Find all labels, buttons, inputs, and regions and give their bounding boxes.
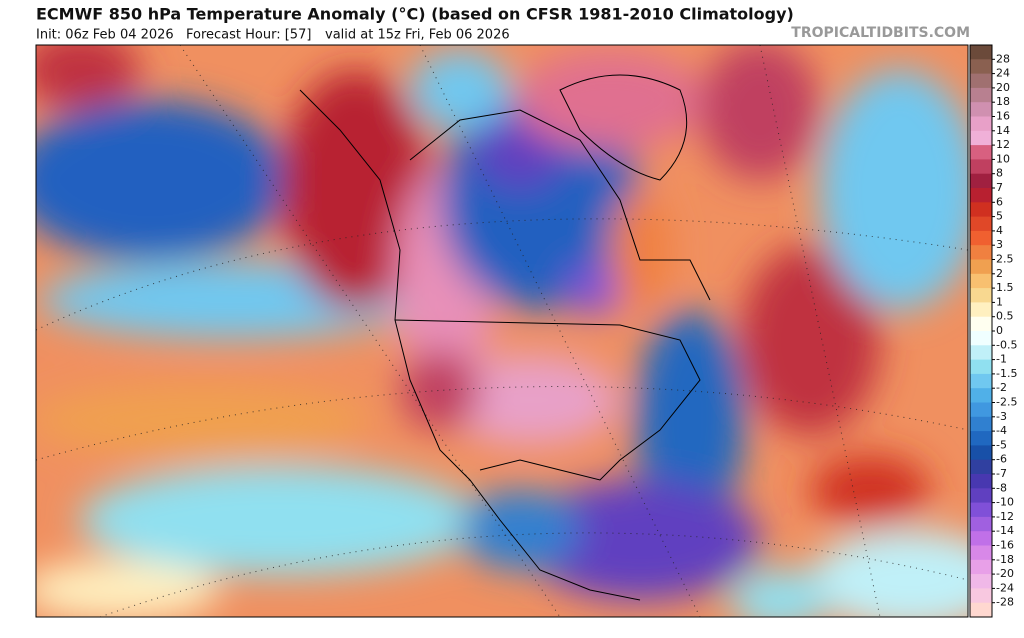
site-name: TROPICALTIDBITS.COM — [791, 25, 970, 41]
colorbar-swatch — [970, 145, 992, 160]
colorbar-swatch — [970, 373, 992, 389]
colorbar-label: -24 — [996, 581, 1014, 594]
colorbar-swatch — [970, 574, 992, 589]
colorbar-label: 14 — [996, 124, 1010, 137]
colorbar-swatch — [970, 116, 992, 132]
colorbar-swatch — [970, 331, 992, 346]
colorbar-swatch — [970, 502, 992, 518]
colorbar-label: 1 — [996, 295, 1003, 308]
colorbar-swatch — [970, 545, 992, 561]
colorbar-label: 2 — [996, 267, 1003, 280]
colorbar-label: -5 — [996, 438, 1007, 451]
colorbar-label: 5 — [996, 210, 1003, 223]
colorbar-label: 10 — [996, 152, 1010, 165]
colorbar-label: 12 — [996, 138, 1010, 151]
colorbar-swatch — [970, 159, 992, 175]
colorbar-label: 8 — [996, 167, 1003, 180]
colorbar-swatch — [970, 173, 992, 189]
colorbar-label: 28 — [996, 52, 1010, 65]
colorbar-label: -0.5 — [996, 338, 1017, 351]
colorbar-swatch — [970, 102, 992, 117]
colorbar-label: -3 — [996, 410, 1007, 423]
title: ECMWF 850 hPa Temperature Anomaly (°C) (… — [36, 5, 794, 24]
map-frame — [35, 44, 969, 618]
colorbar-label: 24 — [996, 67, 1010, 80]
colorbar-label: -14 — [996, 524, 1014, 537]
colorbar-swatch — [970, 302, 992, 318]
colorbar-label: -4 — [996, 424, 1007, 437]
colorbar-swatch — [970, 230, 992, 246]
colorbar-swatch — [970, 259, 992, 275]
colorbar-label: 3 — [996, 238, 1003, 251]
forecast-hour: Forecast Hour: [57] — [186, 28, 311, 43]
colorbar-label: -7 — [996, 467, 1007, 480]
colorbar-label: -28 — [996, 596, 1014, 609]
init: Init: 06z Feb 04 2026 — [36, 28, 174, 43]
colorbar-swatch — [970, 531, 992, 546]
colorbar-label: 0.5 — [996, 310, 1014, 323]
colorbar-label: -20 — [996, 567, 1014, 580]
colorbar-label: -10 — [996, 496, 1014, 509]
colorbar-swatch — [970, 431, 992, 446]
colorbar-label: 7 — [996, 181, 1003, 194]
colorbar-swatch — [970, 602, 992, 618]
colorbar-label: 20 — [996, 81, 1010, 94]
colorbar-swatch — [970, 202, 992, 218]
colorbar-label: -6 — [996, 453, 1007, 466]
colorbar-swatch — [970, 445, 992, 461]
colorbar-label: -8 — [996, 481, 1007, 494]
colorbar-label: 16 — [996, 110, 1010, 123]
colorbar-swatch — [970, 130, 992, 146]
map — [36, 45, 968, 617]
colorbar-swatch — [970, 388, 992, 403]
colorbar-label: -2 — [996, 381, 1007, 394]
colorbar-swatch — [970, 345, 992, 361]
colorbar-swatch — [970, 87, 992, 103]
colorbar-swatch — [970, 516, 992, 532]
colorbar-swatch — [970, 459, 992, 475]
valid-time: valid at 15z Fri, Feb 06 2026 — [325, 28, 510, 43]
colorbar-swatch — [970, 488, 992, 504]
colorbar-swatch — [970, 588, 992, 604]
colorbar-swatch — [970, 559, 992, 575]
colorbar-swatch — [970, 273, 992, 289]
colorbar-swatch — [970, 245, 992, 260]
colorbar-label: 6 — [996, 195, 1003, 208]
colorbar-swatch — [970, 45, 992, 60]
colorbar-label: 2.5 — [996, 253, 1014, 266]
colorbar-swatch — [970, 59, 992, 75]
colorbar-label: -1.5 — [996, 367, 1017, 380]
colorbar-swatch — [970, 359, 992, 375]
colorbar-label: -2.5 — [996, 396, 1017, 409]
colorbar-swatch — [970, 188, 992, 203]
colorbar-swatch — [970, 474, 992, 489]
colorbar-swatch — [970, 288, 992, 303]
colorbar-swatch — [970, 216, 992, 232]
colorbar-swatch — [970, 73, 992, 89]
colorbar-label: 1.5 — [996, 281, 1014, 294]
colorbar-label: -18 — [996, 553, 1014, 566]
colorbar-label: -12 — [996, 510, 1014, 523]
colorbar-swatch — [970, 316, 992, 332]
colorbar-swatch — [970, 402, 992, 418]
colorbar-swatch — [970, 416, 992, 432]
colorbar-label: -1 — [996, 353, 1007, 366]
colorbar-label: 18 — [996, 95, 1010, 108]
colorbar-label: -16 — [996, 539, 1014, 552]
colorbar-label: 0 — [996, 324, 1003, 337]
colorbar-label: 4 — [996, 224, 1003, 237]
